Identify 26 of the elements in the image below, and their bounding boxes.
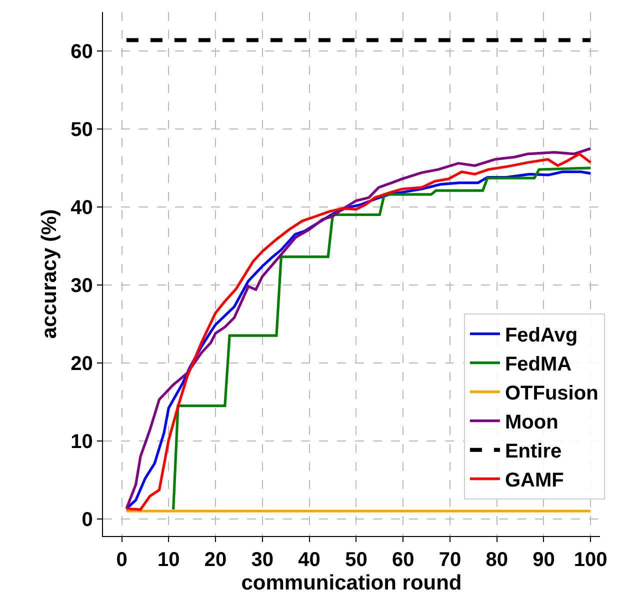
x-tick-label: 80 <box>486 549 508 572</box>
x-tick-label: 10 <box>158 549 180 572</box>
x-tick-label: 60 <box>392 549 414 572</box>
legend-label: GAMF <box>504 470 564 492</box>
x-tick-label: 90 <box>532 549 555 572</box>
x-axis-title: communication round <box>241 571 462 594</box>
legend-label: OTFusion <box>504 382 598 405</box>
x-tick-label: 30 <box>251 549 274 572</box>
y-axis-title: accuracy (%) <box>38 209 61 339</box>
y-tick-label: 10 <box>70 430 93 453</box>
x-tick-label: 0 <box>116 549 128 572</box>
y-tick-label: 30 <box>70 274 93 297</box>
legend-label: FedAvg <box>504 324 578 347</box>
legend-label: Moon <box>504 412 558 434</box>
y-tick-label: 0 <box>82 508 93 531</box>
y-tick-label: 60 <box>70 40 93 63</box>
legend-label: FedMA <box>504 354 572 376</box>
x-tick-label: 100 <box>574 549 608 572</box>
y-tick-label: 20 <box>70 352 93 375</box>
x-tick-label: 50 <box>345 549 368 572</box>
y-tick-label: 40 <box>70 196 93 219</box>
y-tick-label: 50 <box>70 118 93 141</box>
x-tick-label: 20 <box>204 549 227 572</box>
legend-label: Entire <box>504 440 562 463</box>
x-tick-label: 40 <box>298 549 320 572</box>
x-tick-label: 70 <box>438 549 462 572</box>
